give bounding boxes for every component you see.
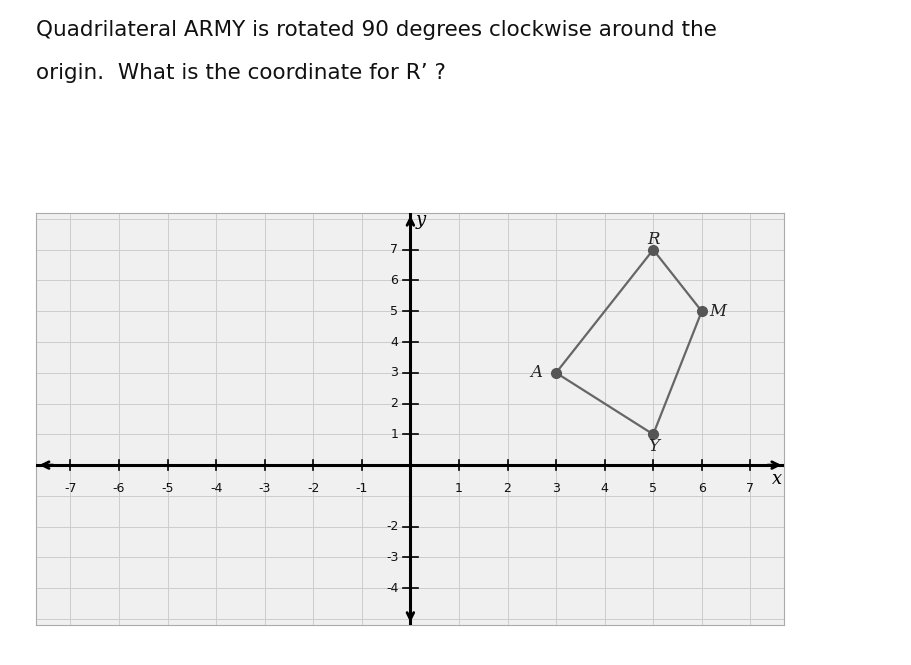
Text: 7: 7 bbox=[745, 482, 753, 495]
Text: Quadrilateral ARMY is rotated 90 degrees clockwise around the: Quadrilateral ARMY is rotated 90 degrees… bbox=[36, 20, 717, 40]
Text: -4: -4 bbox=[210, 482, 222, 495]
Text: Y: Y bbox=[647, 438, 658, 454]
Text: 7: 7 bbox=[390, 243, 398, 256]
Text: -5: -5 bbox=[161, 482, 174, 495]
Text: 6: 6 bbox=[390, 274, 398, 287]
Text: origin.  What is the coordinate for R’ ?: origin. What is the coordinate for R’ ? bbox=[36, 63, 445, 83]
Text: 3: 3 bbox=[390, 366, 398, 379]
Text: 6: 6 bbox=[697, 482, 705, 495]
Text: -6: -6 bbox=[113, 482, 125, 495]
Text: -7: -7 bbox=[64, 482, 77, 495]
Text: -3: -3 bbox=[385, 551, 398, 564]
Text: 5: 5 bbox=[649, 482, 657, 495]
Text: 4: 4 bbox=[390, 336, 398, 348]
Text: y: y bbox=[415, 211, 425, 229]
Text: 4: 4 bbox=[600, 482, 608, 495]
Text: A: A bbox=[530, 364, 542, 381]
Text: -2: -2 bbox=[307, 482, 319, 495]
Text: 3: 3 bbox=[551, 482, 559, 495]
Text: 2: 2 bbox=[390, 397, 398, 410]
Text: R: R bbox=[646, 231, 659, 248]
Text: x: x bbox=[771, 470, 782, 488]
Text: 2: 2 bbox=[503, 482, 511, 495]
Text: 1: 1 bbox=[390, 428, 398, 441]
Text: M: M bbox=[708, 303, 725, 320]
Text: -3: -3 bbox=[258, 482, 271, 495]
Text: -1: -1 bbox=[355, 482, 368, 495]
Text: 1: 1 bbox=[455, 482, 463, 495]
Text: 5: 5 bbox=[390, 305, 398, 318]
Text: -4: -4 bbox=[385, 582, 398, 595]
Text: -2: -2 bbox=[385, 520, 398, 533]
